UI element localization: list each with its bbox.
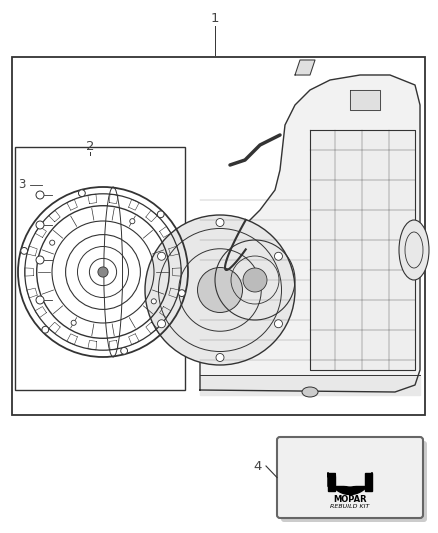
Ellipse shape	[178, 290, 185, 296]
Ellipse shape	[49, 240, 55, 245]
Text: 4: 4	[254, 459, 262, 472]
Ellipse shape	[216, 353, 224, 361]
Ellipse shape	[157, 211, 164, 217]
Polygon shape	[295, 60, 315, 75]
Ellipse shape	[158, 252, 166, 260]
Ellipse shape	[21, 247, 28, 254]
Ellipse shape	[275, 320, 283, 328]
Circle shape	[36, 256, 44, 264]
Ellipse shape	[302, 387, 318, 397]
Circle shape	[36, 296, 44, 304]
Ellipse shape	[198, 268, 243, 312]
Ellipse shape	[151, 299, 156, 304]
Polygon shape	[328, 472, 335, 490]
Ellipse shape	[243, 268, 267, 292]
Ellipse shape	[275, 252, 283, 260]
Ellipse shape	[130, 219, 135, 224]
Ellipse shape	[121, 348, 127, 354]
Ellipse shape	[145, 215, 295, 365]
Ellipse shape	[158, 320, 166, 328]
Polygon shape	[365, 472, 372, 490]
Polygon shape	[200, 75, 420, 392]
Ellipse shape	[42, 326, 49, 333]
Ellipse shape	[78, 190, 85, 197]
Ellipse shape	[399, 220, 429, 280]
Text: REBUILD KIT: REBUILD KIT	[330, 504, 370, 508]
Polygon shape	[310, 130, 415, 370]
Bar	[12, 57, 425, 415]
Text: 2: 2	[86, 141, 94, 154]
Circle shape	[36, 221, 44, 229]
Ellipse shape	[98, 267, 108, 277]
Ellipse shape	[216, 219, 224, 227]
Text: MOPAR: MOPAR	[333, 495, 367, 504]
FancyBboxPatch shape	[281, 441, 427, 522]
Polygon shape	[328, 472, 372, 495]
FancyBboxPatch shape	[277, 437, 423, 518]
Polygon shape	[350, 90, 380, 110]
Polygon shape	[337, 472, 363, 486]
Polygon shape	[200, 375, 420, 395]
Circle shape	[36, 191, 44, 199]
Ellipse shape	[71, 320, 76, 325]
Text: 1: 1	[211, 12, 219, 25]
Bar	[15, 147, 185, 390]
Text: 3: 3	[18, 179, 26, 191]
